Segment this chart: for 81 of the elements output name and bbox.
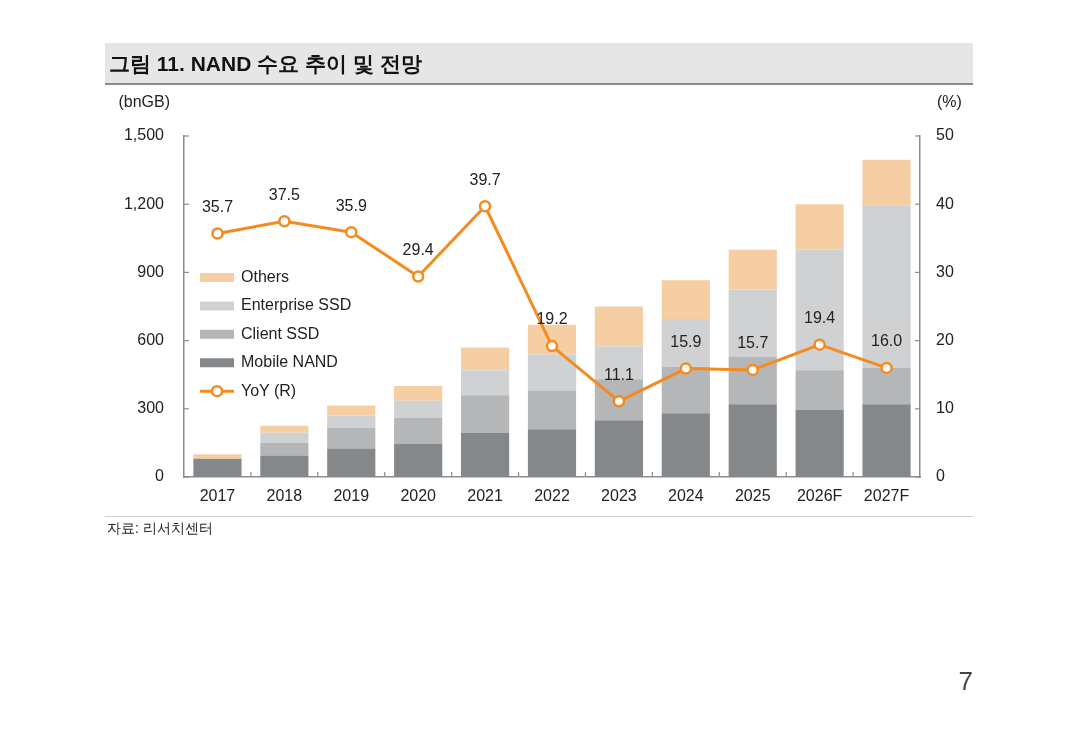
point bbox=[880, 361, 893, 375]
point bbox=[345, 225, 358, 239]
y-tick-label: 1,200 bbox=[123, 194, 165, 212]
x-tick-label: 2027F bbox=[863, 487, 910, 505]
data-label: 39.7 bbox=[469, 170, 501, 188]
data-label: 29.4 bbox=[402, 240, 434, 258]
legend-label: YoY (R) bbox=[241, 381, 297, 399]
y-tick-label: 900 bbox=[137, 262, 165, 280]
x-tick-label: 2024 bbox=[668, 487, 704, 505]
x-tick-label: 2017 bbox=[199, 487, 236, 505]
point bbox=[746, 363, 759, 377]
data-label: 15.9 bbox=[670, 332, 702, 350]
x-tick-label: 2025 bbox=[734, 487, 771, 505]
bar bbox=[594, 306, 643, 347]
x-tick-label: 2020 bbox=[400, 487, 437, 505]
data-label: 37.5 bbox=[268, 185, 301, 203]
y2-tick-label: 0 bbox=[936, 467, 945, 485]
bar bbox=[661, 366, 710, 414]
data-label: 11.1 bbox=[603, 365, 634, 383]
bar bbox=[327, 428, 376, 449]
chart-title: 그림 11. NAND 수요 추이 및 전망 bbox=[105, 43, 973, 85]
bar bbox=[728, 356, 777, 405]
bar bbox=[394, 400, 443, 418]
x-tick-label: 2019 bbox=[333, 487, 370, 505]
bar bbox=[394, 386, 443, 401]
bar bbox=[728, 289, 777, 357]
x-tick-label: 2026F bbox=[796, 487, 843, 505]
point bbox=[211, 227, 224, 240]
y2-tick-label: 10 bbox=[936, 399, 954, 417]
bar bbox=[527, 390, 577, 430]
y2-tick-label: 30 bbox=[936, 262, 954, 280]
bar bbox=[661, 280, 710, 319]
legend-label: Others bbox=[241, 267, 290, 285]
y2-tick-label: 50 bbox=[936, 126, 954, 144]
data-label: 15.7 bbox=[737, 334, 769, 352]
y-axis-title: (bnGB) bbox=[118, 93, 170, 111]
bar bbox=[862, 159, 911, 206]
data-label: 16.0 bbox=[870, 332, 903, 350]
bar bbox=[862, 367, 911, 405]
point bbox=[813, 338, 826, 351]
y2-tick-label: 40 bbox=[936, 194, 954, 212]
bar bbox=[594, 346, 643, 380]
bar bbox=[461, 370, 510, 396]
bar bbox=[461, 395, 510, 433]
legend-label: Mobile NAND bbox=[241, 353, 338, 371]
x-tick-label: 2018 bbox=[266, 487, 303, 505]
bar bbox=[795, 204, 844, 250]
bar bbox=[327, 405, 376, 416]
text: 자료: 리서치센터 bbox=[107, 520, 213, 538]
data-label: 35.7 bbox=[201, 197, 234, 215]
point bbox=[478, 200, 492, 213]
point bbox=[679, 362, 693, 375]
bar bbox=[394, 417, 443, 445]
point bbox=[411, 270, 425, 283]
legend-label: Client SSD bbox=[241, 324, 320, 342]
point bbox=[278, 215, 291, 228]
x-tick-label: 2022 bbox=[534, 487, 570, 505]
legend-label: Enterprise SSD bbox=[241, 296, 352, 314]
bar bbox=[193, 454, 242, 459]
data-label: 35.9 bbox=[335, 196, 367, 214]
y2-axis-title: (%) bbox=[937, 93, 962, 111]
bar bbox=[260, 425, 309, 433]
y-tick-label: 1,500 bbox=[123, 126, 165, 144]
bar bbox=[527, 354, 577, 391]
y-tick-label: 600 bbox=[137, 331, 165, 349]
x-tick-label: 2021 bbox=[467, 487, 503, 505]
x-tick-label: 2023 bbox=[601, 487, 637, 505]
bar bbox=[327, 415, 376, 429]
bar bbox=[661, 319, 710, 367]
bar bbox=[260, 442, 309, 456]
y-tick-label: 0 bbox=[155, 467, 165, 485]
bar bbox=[260, 432, 309, 443]
bar bbox=[461, 347, 510, 371]
bar bbox=[728, 249, 777, 290]
bar bbox=[795, 370, 844, 410]
data-label: 19.4 bbox=[804, 309, 836, 327]
text: 7 bbox=[958, 666, 973, 697]
y-tick-label: 300 bbox=[137, 399, 165, 417]
y2-tick-label: 20 bbox=[936, 331, 954, 349]
bar bbox=[795, 249, 844, 371]
bar bbox=[862, 205, 911, 368]
